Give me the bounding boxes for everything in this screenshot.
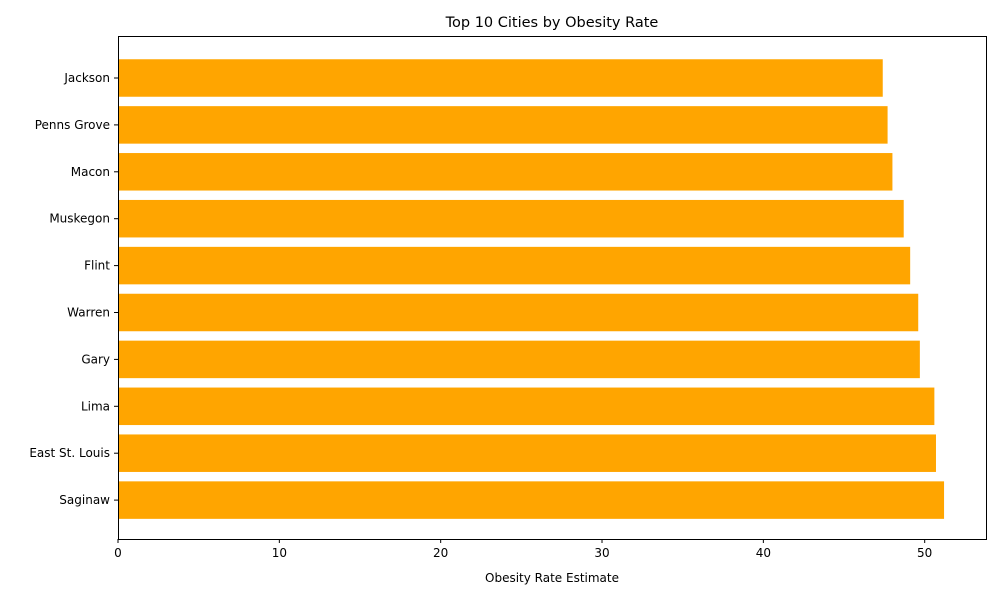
bar [118,199,904,238]
bars-layer [118,59,945,519]
y-tick-label: Jackson [63,71,110,85]
plot-frame [118,36,987,540]
y-tick-label: Penns Grove [35,118,110,132]
bar [118,481,945,519]
y-tick-label: Lima [81,399,110,413]
x-axis-label: Obesity Rate Estimate [485,571,619,585]
y-tick-label: Gary [81,352,110,366]
bar [118,387,935,426]
x-tick-label: 50 [917,546,932,560]
y-tick-label: East St. Louis [29,446,110,460]
bar [118,340,920,379]
bar [118,153,893,191]
bar [118,293,919,332]
y-tick-label: Flint [84,259,110,273]
y-tick-label: Muskegon [49,212,110,226]
x-tick-label: 20 [433,546,448,560]
y-tick-label: Macon [71,165,110,179]
x-tick-label: 0 [114,546,122,560]
x-tick-label: 40 [756,546,771,560]
y-axis-ticks: Jackson Penns Grove Macon Muskegon Flint Warr… [29,71,118,507]
bar [118,106,888,144]
bar [118,434,936,472]
x-tick-label: 30 [594,546,609,560]
bar [118,59,883,97]
y-tick-label: Saginaw [59,493,110,507]
x-tick-label: 10 [272,546,287,560]
y-tick-label: Warren [67,306,110,320]
chart-title: Top 10 Cities by Obesity Rate [445,15,659,31]
x-axis-ticks: 0 10 20 30 40 50 [114,539,932,560]
bar [118,246,911,285]
